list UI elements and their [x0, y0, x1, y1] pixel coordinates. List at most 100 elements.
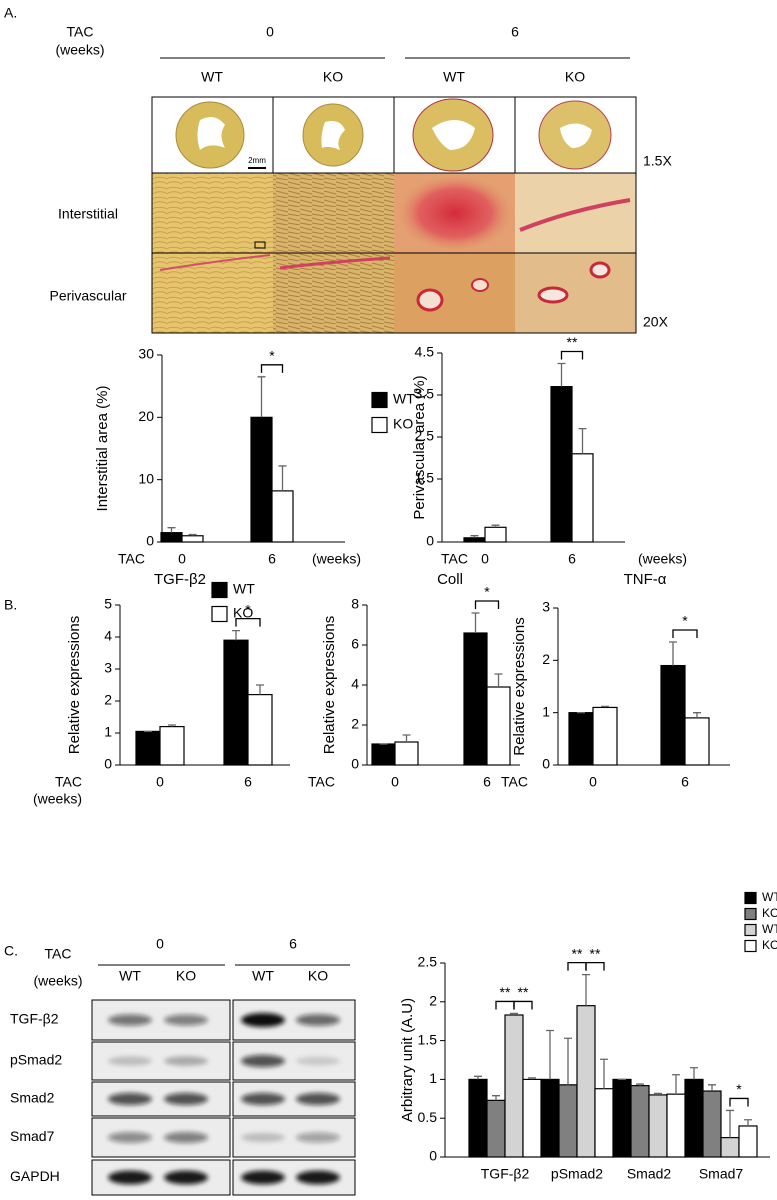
chart-title: TGF-β2 — [154, 571, 206, 588]
blot-band — [241, 1054, 285, 1068]
error-bar — [654, 1092, 662, 1095]
x-tick-label: pSmad2 — [551, 1166, 603, 1182]
x-tick-label: 6 — [681, 774, 689, 790]
blot-label: Smad2 — [10, 1090, 55, 1106]
significance-label: ** — [518, 984, 529, 1000]
y-tick-label: 1 — [429, 1070, 437, 1086]
legend-swatch — [371, 391, 388, 409]
x-tick-label: 0 — [178, 551, 186, 567]
blot-label: Smad7 — [10, 1128, 55, 1144]
y-tick-label: 1 — [542, 703, 550, 719]
bar — [738, 1125, 758, 1158]
bar — [504, 1014, 524, 1158]
x-tick-label: 0 — [156, 774, 164, 790]
y-tick-label: 2 — [542, 651, 550, 667]
significance-label: * — [682, 613, 688, 629]
genotype: KO — [176, 968, 196, 984]
error-bar — [564, 1037, 572, 1085]
header: TAC — [67, 24, 94, 40]
bar — [247, 693, 273, 766]
y-tick-label: 6 — [351, 636, 359, 652]
blot-band — [241, 1092, 285, 1106]
error-bar — [557, 362, 566, 387]
error-bar — [669, 641, 677, 666]
blot-band — [108, 1132, 152, 1143]
significance-label: ** — [590, 945, 601, 961]
significance-bracket — [672, 629, 698, 639]
bar — [250, 416, 273, 543]
significance-bracket — [729, 1097, 749, 1107]
panel-label: B. — [4, 597, 17, 613]
error-bar — [582, 973, 590, 1006]
error-bar — [168, 724, 176, 727]
x-tick-label: Smad2 — [627, 1166, 672, 1182]
significance-bracket — [560, 350, 584, 360]
y-tick-label: 0 — [429, 1148, 437, 1164]
y-tick-label: 4.5 — [415, 344, 435, 360]
x-tick-label: 0 — [391, 774, 399, 790]
error-bar — [636, 1083, 644, 1086]
blot-label: GAPDH — [10, 1168, 60, 1184]
blot-band — [296, 1132, 340, 1143]
x-tick-label: Smad7 — [699, 1166, 744, 1182]
x-axis-label: TAC — [441, 551, 468, 567]
y-axis-label: Arbitrary unit (A.U) — [399, 998, 416, 1122]
y-axis-label: Interstitial area (%) — [94, 386, 111, 512]
y-tick-label: 5 — [104, 596, 112, 612]
bar — [630, 1085, 650, 1158]
group-label: 6 — [289, 936, 297, 952]
x-axis-label: TAC — [501, 774, 528, 790]
significance-label: * — [269, 348, 275, 364]
bar — [159, 725, 185, 766]
x-axis-label: (weeks) — [33, 791, 82, 807]
significance-label: ** — [500, 984, 511, 1000]
error-bar — [278, 465, 287, 491]
y-axis-label: Relative expressions — [66, 616, 83, 754]
bar — [660, 664, 686, 766]
x-axis-label: (weeks) — [638, 551, 687, 567]
x-tick-label: TGF-β2 — [481, 1166, 530, 1182]
y-tick-label: 30 — [138, 346, 154, 362]
error-bar — [600, 1058, 608, 1089]
error-bar — [672, 1074, 680, 1095]
blot-band — [241, 1170, 285, 1185]
legend-label: WT — [393, 391, 415, 407]
y-tick-label: 0 — [542, 756, 550, 772]
header: TAC — [45, 946, 72, 962]
x-axis-label: TAC — [118, 551, 145, 567]
y-tick-label: 0 — [351, 756, 359, 772]
legend-swatch — [744, 939, 757, 953]
group-label: 0 — [266, 24, 274, 40]
significance-label: ** — [572, 945, 583, 961]
blot-band — [296, 1014, 340, 1026]
y-tick-label: 4 — [351, 676, 359, 692]
bar — [684, 1078, 704, 1158]
x-tick-label: 6 — [268, 551, 276, 567]
error-bar — [494, 673, 503, 687]
row-label: Perivascular — [49, 288, 126, 304]
y-tick-label: 1.5 — [418, 1031, 438, 1047]
genotype: WT — [252, 968, 274, 984]
blot-band — [108, 1014, 152, 1026]
bar — [592, 706, 618, 766]
error-bar — [471, 612, 480, 633]
bar — [648, 1094, 668, 1158]
bar — [160, 532, 183, 543]
x-axis-label: TAC — [308, 774, 335, 790]
blot-band — [164, 1056, 208, 1066]
error-bar — [744, 1119, 752, 1126]
group-label: 0 — [156, 936, 164, 952]
legend-label: KO — [233, 605, 253, 621]
x-tick-label: 6 — [483, 774, 491, 790]
x-tick-label: 6 — [568, 551, 576, 567]
bar — [271, 490, 294, 543]
blot-band — [108, 1056, 152, 1066]
y-tick-label: 1.5 — [415, 470, 435, 486]
significance-bracket — [585, 961, 605, 971]
blot-label: pSmad2 — [10, 1052, 62, 1068]
bar — [540, 1078, 560, 1158]
western-blots: TGF-β2 pSmad2 Smad2 Smad7 GAPDH — [10, 999, 356, 1196]
x-tick-label: 0 — [481, 551, 489, 567]
y-tick-label: 2 — [351, 716, 359, 732]
